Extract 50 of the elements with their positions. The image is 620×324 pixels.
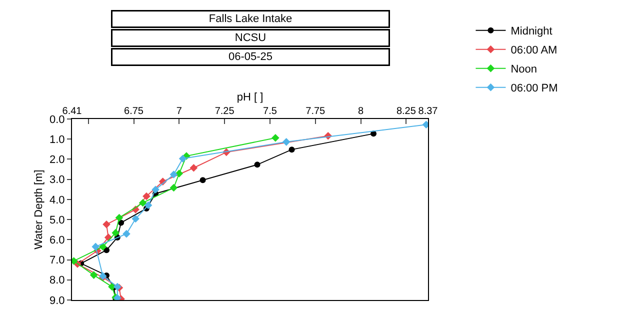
y-tick-label: 8.0 xyxy=(50,274,65,287)
y-tick-label: 1.0 xyxy=(50,134,65,146)
point xyxy=(288,146,295,153)
chart-title: Falls Lake Intake xyxy=(208,13,292,25)
point xyxy=(102,220,110,228)
x-tick-label: 8.37 xyxy=(418,106,438,117)
point xyxy=(282,138,290,146)
x-tick-label: 6.75 xyxy=(124,106,144,117)
y-tick-label: 4.0 xyxy=(50,194,65,206)
point xyxy=(122,230,130,238)
point xyxy=(108,282,116,291)
chart-subtitle: NCSU xyxy=(234,32,266,44)
text: 06-05-25 xyxy=(228,51,273,63)
legend-label: 06:00 PM xyxy=(510,82,558,95)
point xyxy=(254,162,260,168)
y-tick-label: 6.0 xyxy=(50,234,65,247)
legend-label: Midnight xyxy=(510,26,552,38)
x-tick-label: 7 xyxy=(176,106,182,117)
point xyxy=(138,198,147,207)
y-tick-label: 5.0 xyxy=(50,214,65,226)
point xyxy=(142,192,150,200)
point xyxy=(104,247,110,254)
point xyxy=(190,164,198,172)
y-axis-title: Water Depth [m] xyxy=(33,170,46,250)
point xyxy=(152,186,160,194)
y-tick-label: 9.0 xyxy=(50,294,65,307)
x-tick-label: 8.25 xyxy=(396,106,416,117)
point xyxy=(170,170,178,178)
legend-label: Noon xyxy=(510,64,538,76)
x-axis-title: pH [ ] xyxy=(236,92,264,104)
y-tick-label: 3.0 xyxy=(50,174,65,186)
point xyxy=(170,184,178,192)
point xyxy=(132,214,140,223)
y-tick-label: 0.0 xyxy=(50,114,65,126)
legend-label: 06:00 AM xyxy=(510,44,558,57)
point xyxy=(115,214,124,222)
point xyxy=(178,154,187,163)
x-tick-label: 8 xyxy=(358,106,364,117)
point xyxy=(200,177,206,184)
point xyxy=(92,242,100,251)
y-tick-label: 2.0 xyxy=(50,154,65,166)
point xyxy=(90,271,98,279)
point xyxy=(144,201,152,210)
x-tick-label: 6.41 xyxy=(62,106,82,117)
x-tick-label: 7.25 xyxy=(214,106,235,117)
y-tick-label: 7.0 xyxy=(50,254,65,267)
point xyxy=(112,228,120,237)
x-tick-label: 7.75 xyxy=(306,106,326,117)
x-tick-label: 7.5 xyxy=(263,106,278,117)
point xyxy=(272,134,280,142)
